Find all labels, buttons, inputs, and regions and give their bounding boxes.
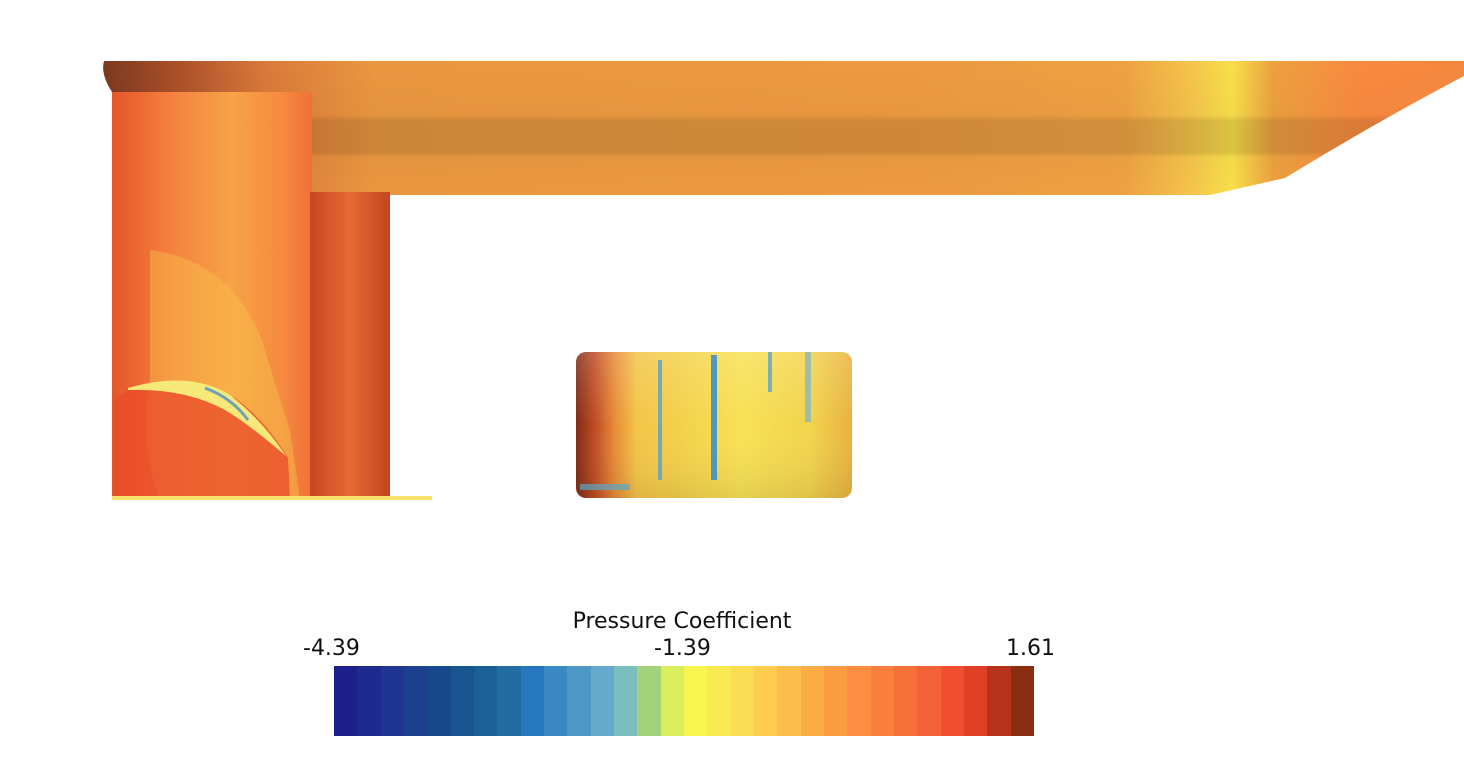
- pod-edge-mark: [580, 484, 630, 490]
- colorbar-swatch: [380, 666, 404, 736]
- colorbar-swatch: [963, 666, 988, 736]
- hull: [103, 61, 1464, 195]
- colorbar-swatch: [543, 666, 568, 736]
- strut-right-face: [310, 192, 390, 500]
- colorbar-swatch: [334, 666, 358, 736]
- colorbar-swatch: [520, 666, 544, 736]
- colorbar-swatch: [847, 666, 871, 736]
- colorbar-swatch: [823, 666, 848, 736]
- colorbar-swatch: [987, 666, 1011, 736]
- colorbar-swatch: [567, 666, 591, 736]
- legend-min-label: -4.39: [303, 636, 360, 661]
- foil-suction-peak: [204, 386, 250, 421]
- colorbar-swatch: [613, 666, 638, 736]
- colorbar-swatch: [917, 666, 941, 736]
- hull-shading: [103, 61, 1464, 195]
- colorbar-swatch: [870, 666, 894, 736]
- colorbar-swatch: [753, 666, 778, 736]
- colorbar-swatch: [800, 666, 824, 736]
- colorbar-swatch: [707, 666, 731, 736]
- colorbar-swatch: [660, 666, 684, 736]
- pod-low-pressure-stripe: [805, 352, 811, 422]
- legend-title: Pressure Coefficient: [572, 609, 792, 634]
- pod-low-pressure-stripe: [768, 352, 772, 392]
- strut-base-line: [112, 496, 432, 500]
- foil-edge: [128, 380, 286, 456]
- legend-mid-label: -1.39: [654, 636, 711, 661]
- colorbar-swatch: [893, 666, 918, 736]
- legend-max-label: 1.61: [1006, 636, 1055, 661]
- colorbar-swatch: [777, 666, 801, 736]
- pressure-colorbar: [334, 666, 1034, 736]
- colorbar-swatch: [403, 666, 428, 736]
- colorbar-swatch: [940, 666, 964, 736]
- colorbar-swatch: [473, 666, 498, 736]
- colorbar-swatch: [357, 666, 381, 736]
- colorbar-swatch: [730, 666, 754, 736]
- colorbar-swatch: [637, 666, 661, 736]
- pod-low-pressure-stripe: [658, 360, 662, 480]
- pod-low-pressure-stripe: [711, 355, 717, 480]
- colorbar-swatch: [450, 666, 474, 736]
- colorbar-swatch: [1010, 666, 1034, 736]
- colorbar-swatch: [683, 666, 708, 736]
- colorbar-swatch: [427, 666, 451, 736]
- strut: [112, 92, 432, 500]
- colorbar-swatch: [590, 666, 614, 736]
- pod: [576, 352, 852, 498]
- colorbar-swatch: [497, 666, 521, 736]
